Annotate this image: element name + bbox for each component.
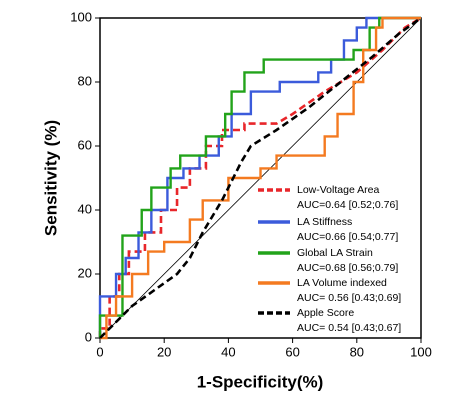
- x-tick-label: 100: [410, 344, 432, 359]
- roc-curve: [99, 16, 422, 339]
- y-tick-label: 80: [78, 73, 92, 88]
- y-tick-label: 40: [78, 201, 92, 216]
- legend-annotation: AUC=0.64 [0.52;0.76]: [297, 199, 398, 211]
- x-tick-label: 20: [157, 344, 171, 359]
- x-tick-label: 40: [221, 344, 235, 359]
- legend-annotation: AUC=0.68 [0.56;0.79]: [297, 262, 398, 274]
- x-tick-label: 80: [350, 344, 364, 359]
- y-tick-label: 20: [78, 265, 92, 280]
- roc-curve: [98, 16, 422, 338]
- x-tick-label: 0: [96, 344, 103, 359]
- roc-curve: [100, 16, 421, 340]
- y-tick-label: 0: [85, 329, 92, 344]
- legend-annotation: AUC=0.66 [0.54;0.77]: [297, 231, 398, 243]
- legend-annotation: AUC= 0.56 [0.43;0.69]: [297, 292, 401, 304]
- legend-label: LA Stiffness: [297, 216, 352, 228]
- y-axis-label: Sensitivity (%): [41, 120, 60, 236]
- legend-label: Apple Score: [297, 307, 354, 319]
- y-tick-label: 60: [78, 137, 92, 152]
- y-tick-label: 100: [70, 9, 92, 24]
- legend-label: Global LA Strain: [297, 247, 373, 259]
- plot-frame: [99, 17, 422, 339]
- roc-curve: [98, 16, 421, 338]
- legend-label: LA Volume indexed: [297, 277, 387, 289]
- x-axis-label: 1-Specificity(%): [197, 372, 324, 391]
- legend-label: Low-Voltage Area: [297, 184, 379, 196]
- x-tick-label: 60: [285, 344, 299, 359]
- legend-annotation: AUC= 0.54 [0.43;0.67]: [297, 322, 401, 334]
